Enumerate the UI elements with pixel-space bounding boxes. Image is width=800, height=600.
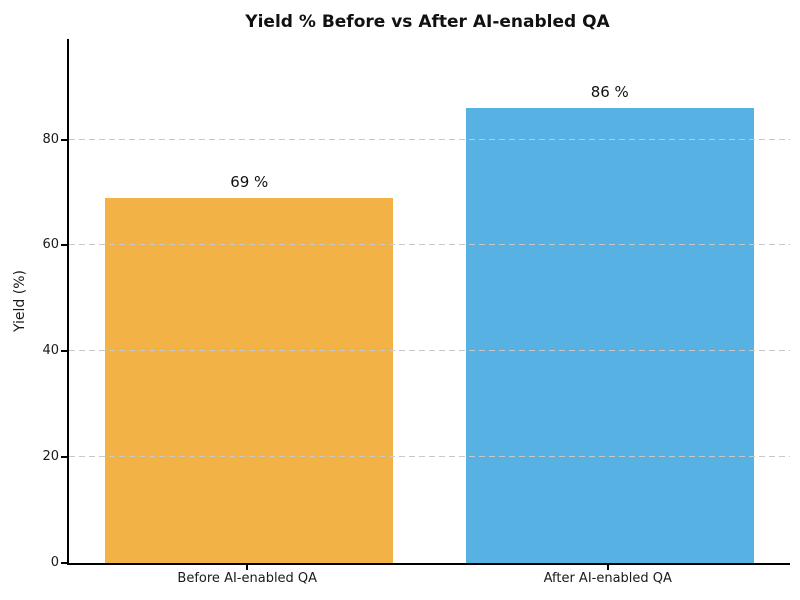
y-tick-mark [61,350,67,353]
chart-title: Yield % Before vs After AI-enabled QA [245,12,610,32]
y-tick-label: 0 [50,555,59,570]
y-tick-label: 20 [42,449,59,465]
y-tick-mark [61,138,67,141]
bar-value-label: 69 % [230,172,269,191]
x-tick-mark [606,565,609,570]
bar-value-label: 86 % [590,82,629,101]
y-tick-label: 80 [42,131,59,147]
bar-1 [105,197,394,563]
x-tick-mark [246,565,249,570]
y-tick-label: 40 [42,343,59,359]
y-tick-mark [61,562,67,564]
bar-2 [465,107,754,563]
gridline-60 [69,244,790,246]
x-tick-label: Before AI-enabled QA [177,571,318,586]
plot-area: 69 % 86 % [67,39,790,565]
y-tick-mark [61,456,67,459]
gridline-20 [69,456,790,458]
gridline-80 [69,138,790,140]
y-tick-label: 60 [42,237,59,253]
gridline-40 [69,350,790,352]
y-tick-mark [61,244,67,247]
x-tick-label: After AI-enabled QA [543,571,672,586]
y-axis-label: Yield (%) [12,269,28,333]
